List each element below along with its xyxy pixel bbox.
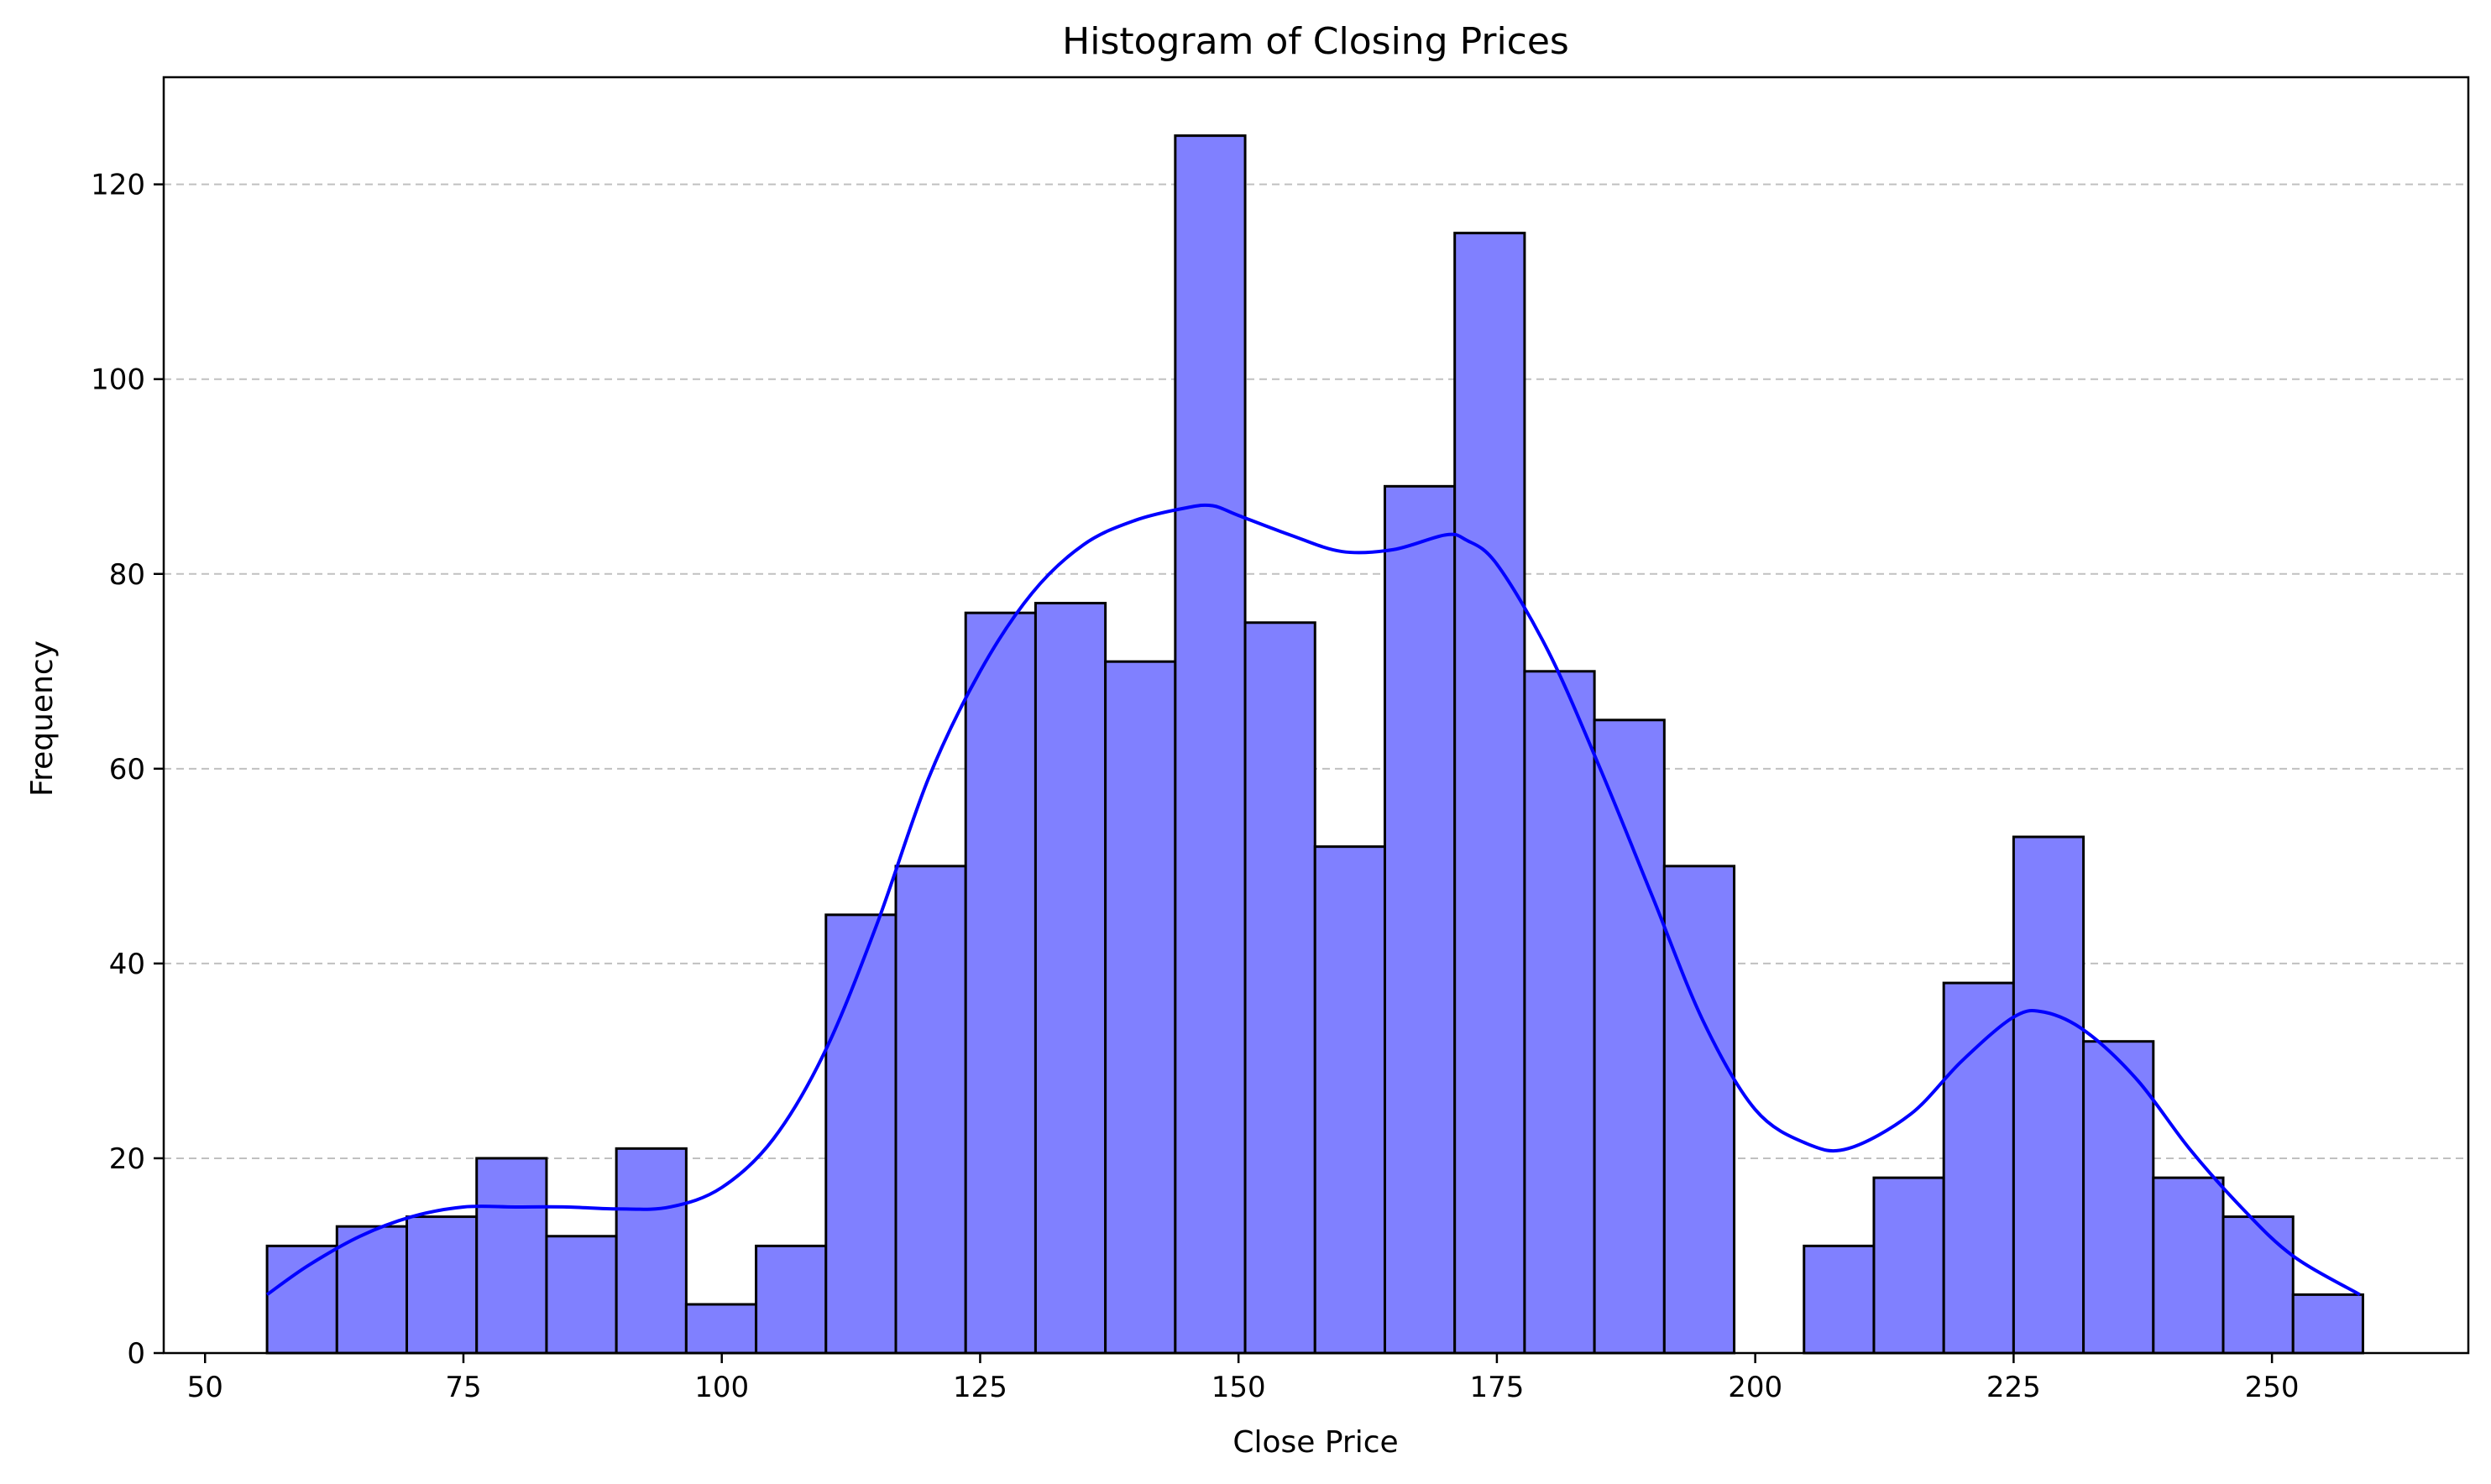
- x-tick-label: 150: [1211, 1371, 1266, 1404]
- x-tick-label: 100: [694, 1371, 749, 1404]
- x-tick-label: 175: [1469, 1371, 1524, 1404]
- histogram-bar: [1523, 670, 1596, 1355]
- histogram-bar: [1662, 865, 1736, 1355]
- x-tick-label: 200: [1728, 1371, 1782, 1404]
- x-tick-label: 250: [2245, 1371, 2300, 1404]
- histogram-bar: [1174, 134, 1247, 1355]
- x-tick-label: 125: [953, 1371, 1007, 1404]
- histogram-bar: [1803, 1244, 1876, 1355]
- y-tick-label: 60: [109, 753, 145, 786]
- histogram-bar: [1872, 1176, 1945, 1355]
- x-tick-label: 75: [445, 1371, 481, 1404]
- histogram-bar: [1243, 621, 1316, 1355]
- histogram-bar: [545, 1235, 618, 1355]
- y-tick-label: 80: [109, 558, 145, 592]
- histogram-bar: [755, 1244, 828, 1355]
- histogram-bars: [265, 134, 2364, 1355]
- histogram-bar: [1593, 718, 1666, 1355]
- chart-title: Histogram of Closing Prices: [1062, 20, 1569, 63]
- histogram-bar: [894, 865, 967, 1355]
- y-tick-label: 100: [91, 363, 145, 397]
- histogram-bar: [2291, 1293, 2364, 1355]
- histogram-bar: [335, 1225, 409, 1355]
- x-tick-label: 225: [1986, 1371, 2041, 1404]
- y-tick-label: 0: [127, 1337, 145, 1371]
- histogram-bar: [964, 611, 1037, 1355]
- histogram-bar: [2152, 1176, 2225, 1355]
- histogram-bar: [475, 1157, 548, 1355]
- histogram-bar: [1104, 660, 1177, 1355]
- y-axis-label: Frequency: [25, 640, 60, 797]
- histogram-bar: [265, 1244, 338, 1355]
- plot-frame: [162, 76, 2470, 1355]
- y-tick-label: 120: [91, 169, 145, 202]
- histogram-bar: [1942, 981, 2015, 1355]
- y-tick-label: 20: [109, 1142, 145, 1176]
- histogram-bar: [2221, 1215, 2295, 1355]
- y-axis-ticks: 0 20 40 60 80 100 120: [91, 169, 164, 1371]
- y-tick-label: 40: [109, 948, 145, 981]
- x-tick-label: 50: [187, 1371, 223, 1404]
- histogram-bar: [684, 1303, 758, 1355]
- histogram-bar: [824, 913, 897, 1355]
- histogram-bar: [1313, 845, 1386, 1355]
- x-axis-ticks: 50 75 100 125 150 175 200 225 250: [187, 1353, 2300, 1404]
- histogram-bar: [1453, 232, 1526, 1355]
- histogram-bar: [1034, 602, 1107, 1355]
- x-axis-label: Close Price: [1232, 1425, 1398, 1460]
- histogram-bar: [1383, 484, 1457, 1355]
- histogram-bar: [615, 1147, 688, 1355]
- histogram-bar: [2012, 835, 2085, 1355]
- kde-curve: [265, 503, 2361, 1297]
- histogram-bar: [406, 1215, 479, 1355]
